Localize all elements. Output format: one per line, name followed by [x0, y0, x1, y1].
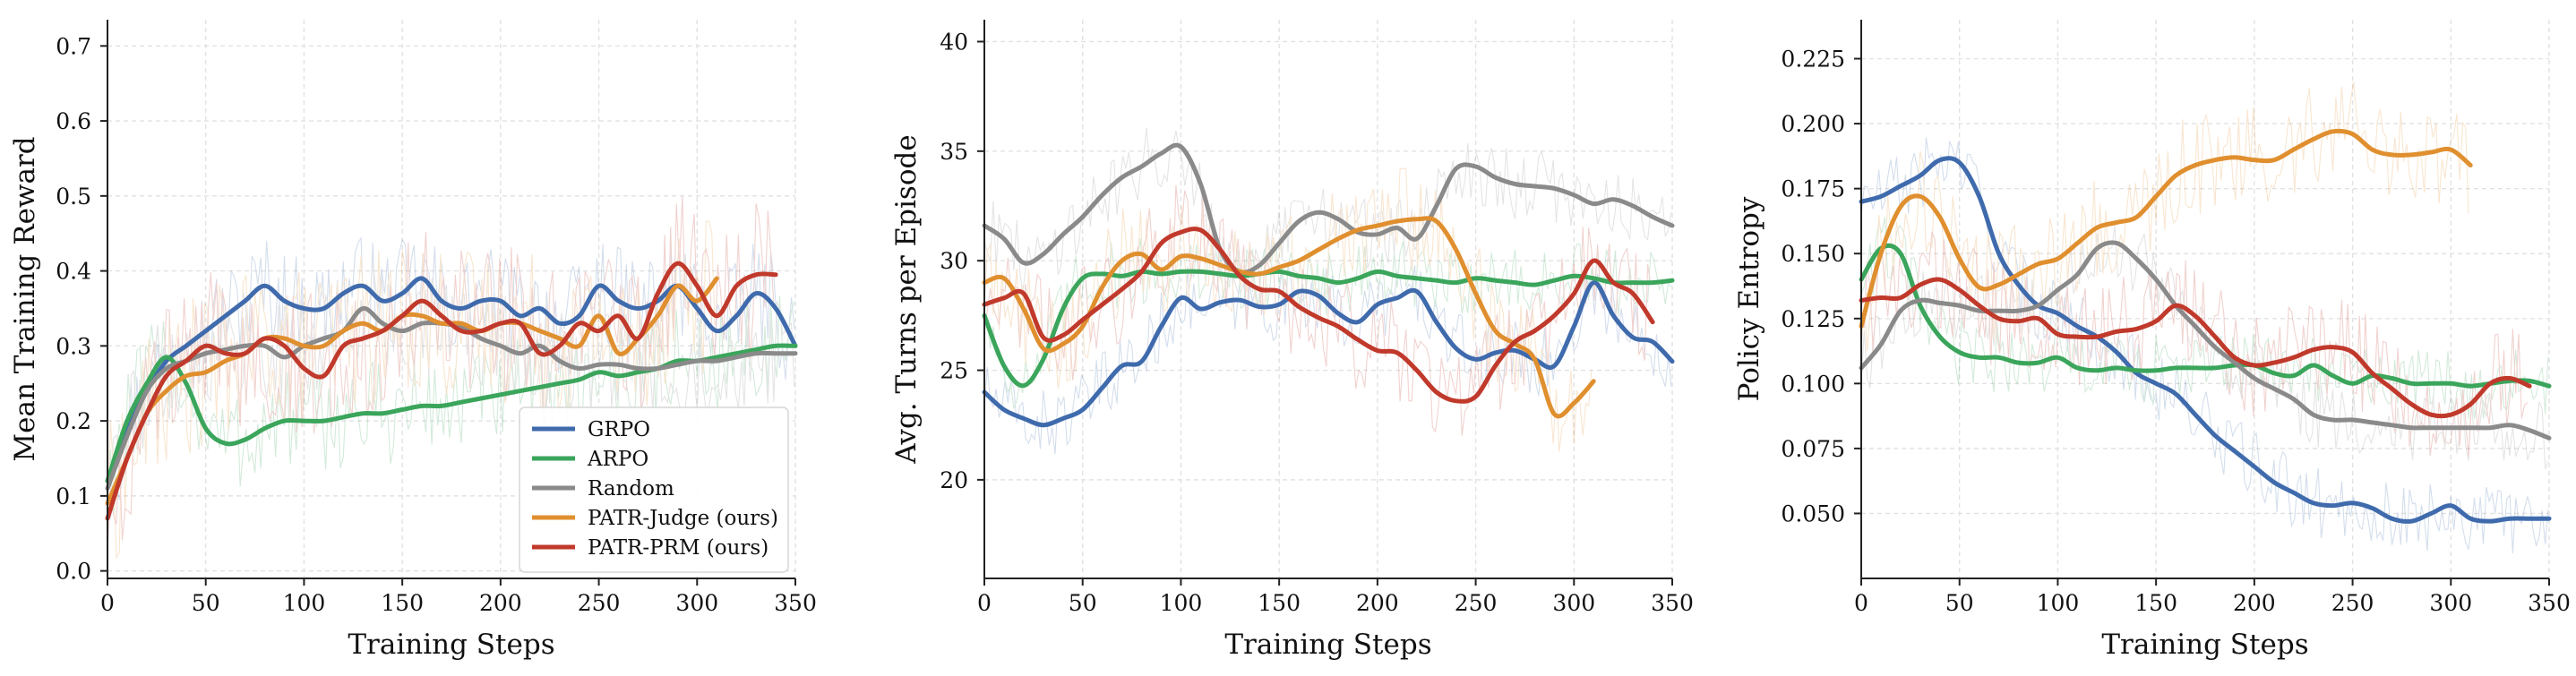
x-tick-label: 350 [774, 590, 817, 616]
x-tick-label: 200 [479, 590, 522, 616]
legend-box [519, 406, 789, 573]
x-tick-label: 50 [1069, 590, 1097, 616]
grid [1860, 20, 2550, 578]
x-tick-label: 50 [1945, 590, 1974, 616]
raw-trace [1860, 137, 2549, 554]
y-tick-label: 0.0 [56, 559, 91, 585]
raw-trace [983, 264, 1672, 455]
raw-trace [1860, 81, 2469, 352]
x-tick-label: 0 [977, 590, 992, 616]
turns-panel: 0 50 100 150 200 250 300 350 20 25 30 35 40 Training … [890, 20, 1694, 661]
y-tick-label: 0.5 [56, 184, 91, 210]
series-line [982, 227, 1655, 404]
y-tick-label: 0.175 [1781, 176, 1845, 202]
y-tick-label: 30 [940, 248, 968, 274]
series-line [105, 261, 778, 521]
x-tick-label: 100 [2037, 590, 2080, 616]
series-line [982, 216, 1596, 419]
x-tick-label: 200 [2233, 590, 2276, 616]
y-tick-label: 0.2 [56, 408, 91, 434]
y-tick-label: 25 [940, 358, 968, 384]
x-tick-label: 200 [1356, 590, 1399, 616]
entropy-panel: 0 50 100 150 200 250 300 350 0.050 0.075 0.100 0.12… [1733, 20, 2571, 661]
y-tick-label: 0.150 [1781, 241, 1845, 267]
x-tick-label: 0 [100, 590, 115, 616]
series-line [1859, 156, 2552, 524]
y-tick-label: 0.7 [56, 33, 91, 59]
y-tick-label: 0.200 [1781, 111, 1845, 137]
y-tick-label: 40 [940, 29, 968, 55]
x-tick-label: 150 [381, 590, 424, 616]
y-tick-label: 0.075 [1781, 436, 1845, 462]
series-line [982, 142, 1675, 275]
legend-label: ARPO [587, 448, 648, 471]
y-axis-label: Mean Training Reward [9, 136, 41, 461]
grid [983, 20, 1673, 578]
x-tick-label: 350 [2528, 590, 2571, 616]
x-tick-label: 300 [675, 590, 718, 616]
legend-label: GRPO [588, 418, 650, 441]
legend-label: PATR-Judge (ours) [588, 507, 778, 530]
x-tick-label: 250 [578, 590, 621, 616]
x-axis-label: Training Steps [348, 629, 554, 661]
raw-trace [1860, 226, 2549, 470]
y-tick-label: 0.050 [1781, 501, 1845, 526]
legend-label: PATR-PRM (ours) [588, 536, 769, 560]
series-line [1859, 128, 2473, 329]
x-tick-label: 300 [1552, 590, 1595, 616]
y-tick-label: 0.6 [56, 108, 91, 134]
legend-label: Random [588, 477, 674, 501]
y-tick-label: 0.225 [1781, 47, 1845, 73]
x-axis-label: Training Steps [1224, 629, 1431, 661]
x-tick-label: 250 [1455, 590, 1498, 616]
x-tick-label: 150 [2134, 590, 2177, 616]
raw-traces [1860, 81, 2549, 554]
raw-trace [983, 238, 1672, 410]
y-axis-label: Avg. Turns per Episode [890, 134, 923, 464]
raw-trace [107, 295, 795, 514]
y-tick-label: 0.100 [1781, 371, 1845, 397]
y-tick-label: 0.1 [56, 483, 91, 509]
x-tick-label: 300 [2429, 590, 2472, 616]
series-line [1859, 240, 2552, 441]
series-line [982, 280, 1675, 428]
y-tick-label: 35 [940, 139, 968, 165]
x-tick-label: 100 [283, 590, 326, 616]
series-line [105, 343, 798, 483]
y-tick-label: 0.4 [56, 259, 91, 285]
x-tick-label: 100 [1160, 590, 1203, 616]
reward-panel: 0 50 100 150 200 250 300 350 0.0 0.1 0.2 0.3 0.4 0.5 0… [9, 20, 817, 661]
series-line [1859, 243, 2552, 389]
raw-trace [1860, 217, 2549, 420]
y-tick-label: 0.125 [1781, 306, 1845, 332]
raw-trace [983, 167, 1593, 452]
series-line [1859, 277, 2532, 419]
y-axis-label: Policy Entropy [1733, 196, 1765, 401]
x-tick-label: 250 [2331, 590, 2374, 616]
series-line [105, 276, 719, 506]
legend: GRPO ARPO Random PATR-Judge (ours) PATR-PRM … [519, 406, 789, 573]
x-axis-label: Training Steps [2101, 629, 2308, 661]
series-line [982, 269, 1675, 389]
y-tick-label: 20 [940, 467, 968, 493]
x-tick-label: 0 [1854, 590, 1868, 616]
y-tick-label: 0.3 [56, 333, 91, 359]
x-tick-label: 350 [1651, 590, 1694, 616]
x-tick-label: 150 [1258, 590, 1301, 616]
raw-trace [107, 236, 795, 519]
raw-trace [983, 185, 1652, 436]
x-tick-label: 50 [192, 590, 220, 616]
